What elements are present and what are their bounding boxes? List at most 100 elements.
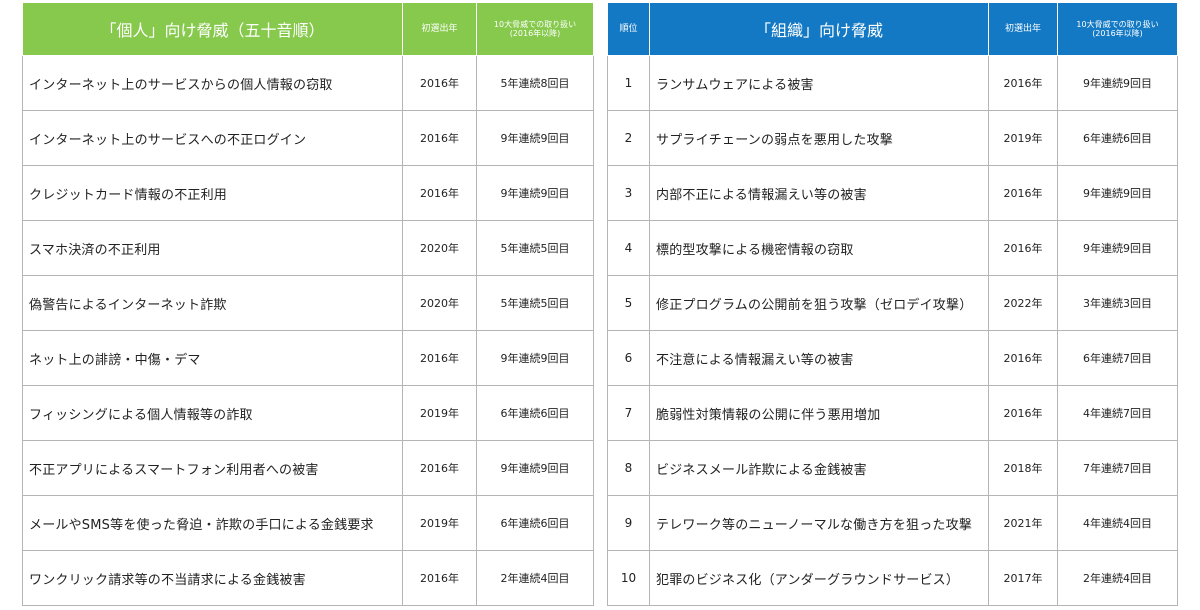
rank-cell: 9 xyxy=(607,495,650,551)
streak-cell: 9年連続9回目 xyxy=(476,165,594,221)
first-year-cell: 2016年 xyxy=(988,385,1058,441)
first-year-cell: 2016年 xyxy=(402,110,477,166)
table-row: 5 修正プログラムの公開前を狙う攻撃（ゼロデイ攻撃） 2022年 3年連続3回目 xyxy=(607,275,1178,331)
count-header-line1: 10大脅威での取り扱い xyxy=(1076,20,1159,29)
first-year-cell: 2022年 xyxy=(988,275,1058,331)
threat-name-cell: ワンクリック請求等の不当請求による金銭被害 xyxy=(22,550,403,606)
first-year-cell: 2016年 xyxy=(988,330,1058,386)
first-year-cell: 2016年 xyxy=(402,550,477,606)
streak-cell: 9年連続9回目 xyxy=(1057,220,1178,276)
streak-cell: 6年連続7回目 xyxy=(1057,330,1178,386)
first-year-cell: 2019年 xyxy=(402,385,477,441)
threat-name-cell: サプライチェーンの弱点を悪用した攻撃 xyxy=(649,110,989,166)
table-row: 不正アプリによるスマートフォン利用者への被害 2016年 9年連続9回目 xyxy=(22,440,594,496)
table-row: 1 ランサムウェアによる被害 2016年 9年連続9回目 xyxy=(607,55,1178,111)
threat-name-cell: テレワーク等のニューノーマルな働き方を狙った攻撃 xyxy=(649,495,989,551)
first-year-cell: 2020年 xyxy=(402,275,477,331)
rank-cell: 1 xyxy=(607,55,650,111)
organization-threats-title: 「組織」向け脅威 xyxy=(649,2,989,56)
first-year-header: 初選出年 xyxy=(988,2,1058,56)
streak-cell: 4年連続4回目 xyxy=(1057,495,1178,551)
streak-cell: 9年連続9回目 xyxy=(476,330,594,386)
streak-cell: 4年連続7回目 xyxy=(1057,385,1178,441)
threat-name-cell: 修正プログラムの公開前を狙う攻撃（ゼロデイ攻撃） xyxy=(649,275,989,331)
threat-name-cell: 犯罪のビジネス化（アンダーグラウンドサービス） xyxy=(649,550,989,606)
streak-cell: 9年連続9回目 xyxy=(476,440,594,496)
first-year-cell: 2019年 xyxy=(988,110,1058,166)
threat-name-cell: 脆弱性対策情報の公開に伴う悪用増加 xyxy=(649,385,989,441)
rank-cell: 4 xyxy=(607,220,650,276)
threat-name-cell: メールやSMS等を使った脅迫・詐欺の手口による金銭要求 xyxy=(22,495,403,551)
table-row: 4 標的型攻撃による機密情報の窃取 2016年 9年連続9回目 xyxy=(607,220,1178,276)
threat-name-cell: 不注意による情報漏えい等の被害 xyxy=(649,330,989,386)
count-header: 10大脅威での取り扱い (2016年以降) xyxy=(1057,2,1178,56)
streak-cell: 9年連続9回目 xyxy=(476,110,594,166)
threat-name-cell: 内部不正による情報漏えい等の被害 xyxy=(649,165,989,221)
rank-cell: 3 xyxy=(607,165,650,221)
count-header-line2: (2016年以降) xyxy=(1092,29,1143,38)
table-row: クレジットカード情報の不正利用 2016年 9年連続9回目 xyxy=(22,165,594,221)
rank-cell: 10 xyxy=(607,550,650,606)
threat-name-cell: 不正アプリによるスマートフォン利用者への被害 xyxy=(22,440,403,496)
threat-name-cell: 偽警告によるインターネット詐欺 xyxy=(22,275,403,331)
table-row: 8 ビジネスメール詐欺による金銭被害 2018年 7年連続7回目 xyxy=(607,440,1178,496)
streak-cell: 7年連続7回目 xyxy=(1057,440,1178,496)
first-year-cell: 2016年 xyxy=(402,440,477,496)
rank-cell: 7 xyxy=(607,385,650,441)
table-row: メールやSMS等を使った脅迫・詐欺の手口による金銭要求 2019年 6年連続6回目 xyxy=(22,495,594,551)
first-year-header: 初選出年 xyxy=(402,2,477,56)
table-row: 10 犯罪のビジネス化（アンダーグラウンドサービス） 2017年 2年連続4回目 xyxy=(607,550,1178,606)
first-year-cell: 2021年 xyxy=(988,495,1058,551)
first-year-cell: 2016年 xyxy=(402,55,477,111)
first-year-cell: 2017年 xyxy=(988,550,1058,606)
table-row: フィッシングによる個人情報等の詐取 2019年 6年連続6回目 xyxy=(22,385,594,441)
first-year-cell: 2016年 xyxy=(988,165,1058,221)
threat-name-cell: インターネット上のサービスからの個人情報の窃取 xyxy=(22,55,403,111)
streak-cell: 9年連続9回目 xyxy=(1057,55,1178,111)
table-row: インターネット上のサービスへの不正ログイン 2016年 9年連続9回目 xyxy=(22,110,594,166)
streak-cell: 6年連続6回目 xyxy=(476,385,594,441)
table-row: 9 テレワーク等のニューノーマルな働き方を狙った攻撃 2021年 4年連続4回目 xyxy=(607,495,1178,551)
streak-cell: 6年連続6回目 xyxy=(476,495,594,551)
threat-name-cell: 標的型攻撃による機密情報の窃取 xyxy=(649,220,989,276)
streak-cell: 5年連続5回目 xyxy=(476,275,594,331)
count-header: 10大脅威での取り扱い (2016年以降) xyxy=(476,2,594,56)
threat-name-cell: フィッシングによる個人情報等の詐取 xyxy=(22,385,403,441)
threat-name-cell: ビジネスメール詐欺による金銭被害 xyxy=(649,440,989,496)
first-year-cell: 2020年 xyxy=(402,220,477,276)
first-year-cell: 2019年 xyxy=(402,495,477,551)
table-row: 6 不注意による情報漏えい等の被害 2016年 6年連続7回目 xyxy=(607,330,1178,386)
rank-cell: 5 xyxy=(607,275,650,331)
personal-threats-title: 「個人」向け脅威（五十音順） xyxy=(22,2,403,56)
table-row: インターネット上のサービスからの個人情報の窃取 2016年 5年連続8回目 xyxy=(22,55,594,111)
count-header-line1: 10大脅威での取り扱い xyxy=(493,20,577,29)
streak-cell: 5年連続8回目 xyxy=(476,55,594,111)
threat-name-cell: ランサムウェアによる被害 xyxy=(649,55,989,111)
first-year-cell: 2016年 xyxy=(402,330,477,386)
personal-threats-table: 「個人」向け脅威（五十音順） 初選出年 10大脅威での取り扱い (2016年以降… xyxy=(22,2,594,606)
threat-name-cell: インターネット上のサービスへの不正ログイン xyxy=(22,110,403,166)
table-row: ワンクリック請求等の不当請求による金銭被害 2016年 2年連続4回目 xyxy=(22,550,594,606)
table-row: 3 内部不正による情報漏えい等の被害 2016年 9年連続9回目 xyxy=(607,165,1178,221)
streak-cell: 2年連続4回目 xyxy=(476,550,594,606)
first-year-cell: 2016年 xyxy=(988,220,1058,276)
streak-cell: 2年連続4回目 xyxy=(1057,550,1178,606)
rank-cell: 2 xyxy=(607,110,650,166)
streak-cell: 9年連続9回目 xyxy=(1057,165,1178,221)
table-row: 2 サプライチェーンの弱点を悪用した攻撃 2019年 6年連続6回目 xyxy=(607,110,1178,166)
table-header-row: 順位 「組織」向け脅威 初選出年 10大脅威での取り扱い (2016年以降) xyxy=(607,2,1178,56)
first-year-cell: 2016年 xyxy=(988,55,1058,111)
table-row: 偽警告によるインターネット詐欺 2020年 5年連続5回目 xyxy=(22,275,594,331)
count-header-line2: (2016年以降) xyxy=(509,29,561,38)
first-year-cell: 2016年 xyxy=(402,165,477,221)
table-header-row: 「個人」向け脅威（五十音順） 初選出年 10大脅威での取り扱い (2016年以降… xyxy=(22,2,594,56)
streak-cell: 6年連続6回目 xyxy=(1057,110,1178,166)
threat-name-cell: クレジットカード情報の不正利用 xyxy=(22,165,403,221)
rank-header: 順位 xyxy=(607,2,650,56)
streak-cell: 3年連続3回目 xyxy=(1057,275,1178,331)
threat-name-cell: ネット上の誹謗・中傷・デマ xyxy=(22,330,403,386)
rank-cell: 8 xyxy=(607,440,650,496)
table-row: スマホ決済の不正利用 2020年 5年連続5回目 xyxy=(22,220,594,276)
first-year-cell: 2018年 xyxy=(988,440,1058,496)
table-row: 7 脆弱性対策情報の公開に伴う悪用増加 2016年 4年連続7回目 xyxy=(607,385,1178,441)
